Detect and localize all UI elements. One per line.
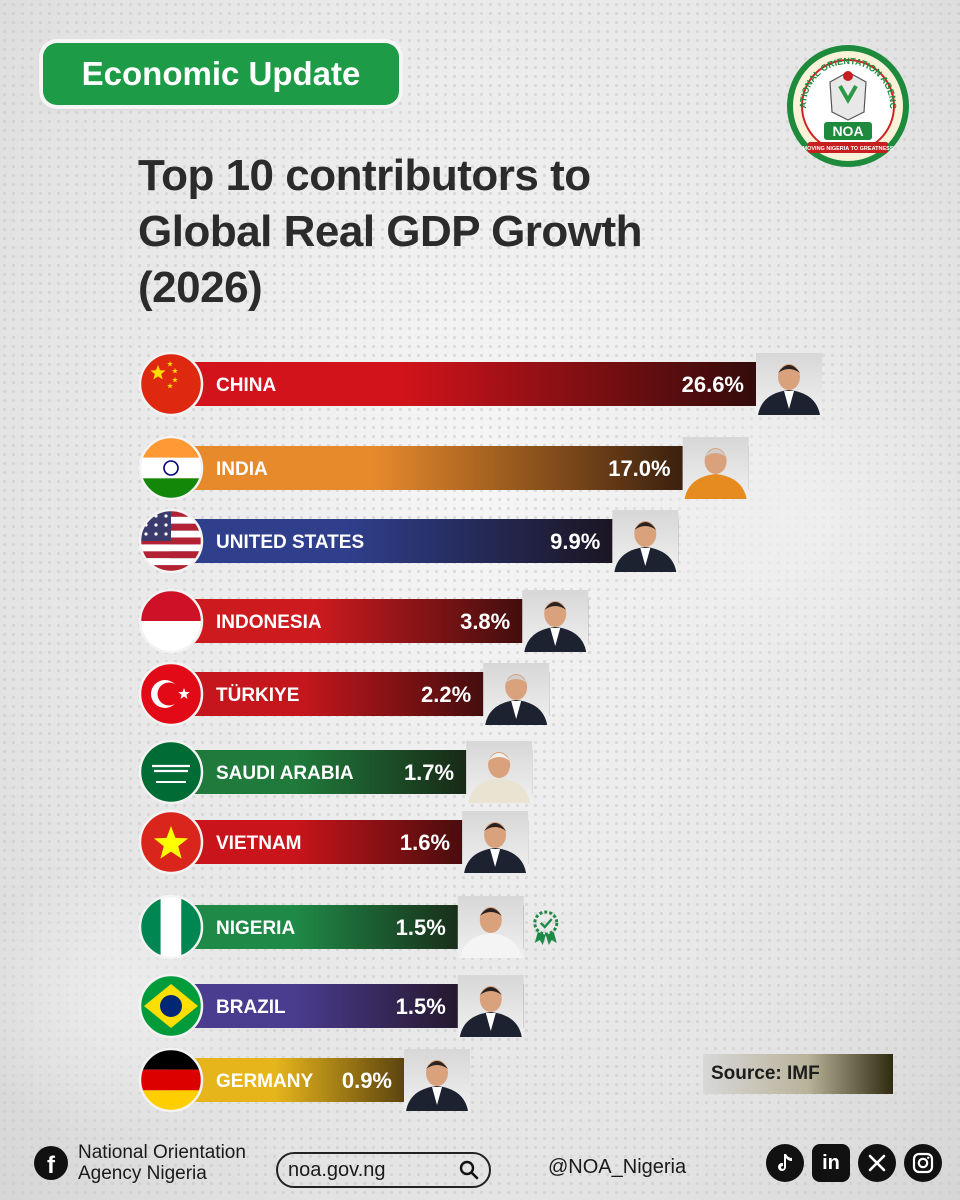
value-label: 1.5% — [396, 994, 446, 1019]
leader-portrait — [682, 437, 749, 499]
leader-portrait — [522, 590, 589, 652]
value-label: 2.2% — [421, 682, 471, 707]
org-name-line-2: Agency Nigeria — [78, 1163, 207, 1184]
instagram-icon[interactable] — [904, 1144, 942, 1182]
chart-title-line-1: Top 10 contributors to — [138, 151, 591, 200]
value-label: 1.6% — [400, 830, 450, 855]
value-label: 3.8% — [460, 609, 510, 634]
leader-portrait — [756, 353, 822, 415]
award-badge-icon — [533, 910, 559, 936]
noa-logo: NATIONAL ORIENTATION AGENCY NOA MOVING N… — [786, 42, 909, 167]
category-label: SAUDI ARABIA — [216, 763, 354, 784]
linkedin-icon[interactable]: in — [812, 1144, 850, 1182]
website-text: noa.gov.ng — [288, 1158, 386, 1181]
category-label: UNITED STATES — [216, 532, 364, 553]
chart-title-line-2: Global Real GDP Growth — [138, 207, 643, 256]
category-label: CHINA — [216, 375, 276, 396]
leader-portrait — [404, 1049, 470, 1111]
flag-united-states-icon — [140, 510, 202, 572]
flag-china-icon — [140, 353, 202, 415]
value-label: 1.5% — [396, 915, 446, 940]
chart-title-line-3: (2026) — [138, 263, 263, 312]
chart-title: Top 10 contributors to Global Real GDP G… — [138, 148, 758, 316]
leader-portrait — [457, 975, 524, 1037]
x-icon[interactable] — [858, 1144, 896, 1182]
category-label: TÜRKIYE — [216, 685, 299, 706]
org-name: National Orientation Agency Nigeria — [78, 1142, 278, 1184]
value-label: 17.0% — [608, 456, 670, 481]
value-label: 0.9% — [342, 1068, 392, 1093]
leader-portrait — [483, 663, 550, 725]
bar — [170, 519, 679, 563]
value-label: 26.6% — [682, 372, 744, 397]
tiktok-icon[interactable] — [766, 1144, 804, 1182]
leader-portrait — [612, 510, 679, 572]
economic-update-badge: Economic Update — [43, 43, 399, 105]
website-search-box[interactable]: noa.gov.ng — [276, 1152, 491, 1188]
leader-portrait — [462, 811, 529, 873]
footer: f National Orientation Agency Nigeria no… — [0, 1140, 960, 1200]
flag-saudi-arabia-icon — [140, 741, 202, 803]
org-name-line-1: National Orientation — [78, 1142, 246, 1163]
value-label: 1.7% — [404, 760, 454, 785]
category-label: GERMANY — [216, 1071, 313, 1092]
logo-motto: MOVING NIGERIA TO GREATNESS — [803, 146, 894, 152]
flag-brazil-icon — [140, 975, 202, 1037]
category-label: INDIA — [216, 459, 268, 480]
bar — [170, 446, 749, 490]
bar — [170, 362, 822, 406]
flag-vietnam-icon — [140, 811, 202, 873]
value-label: 9.9% — [550, 529, 600, 554]
category-label: BRAZIL — [216, 997, 286, 1018]
category-label: VIETNAM — [216, 833, 302, 854]
social-handle: @NOA_Nigeria — [548, 1156, 687, 1178]
source-label: Source: IMF — [703, 1054, 893, 1094]
bar — [170, 599, 589, 643]
category-label: INDONESIA — [216, 612, 322, 633]
logo-abbrev: NOA — [832, 123, 863, 139]
search-icon — [459, 1160, 479, 1180]
leader-portrait — [457, 896, 524, 958]
category-label: NIGERIA — [216, 918, 295, 939]
leader-portrait — [466, 741, 533, 803]
facebook-icon[interactable]: f — [34, 1146, 68, 1180]
flag-t-rkiye-icon — [140, 663, 202, 725]
